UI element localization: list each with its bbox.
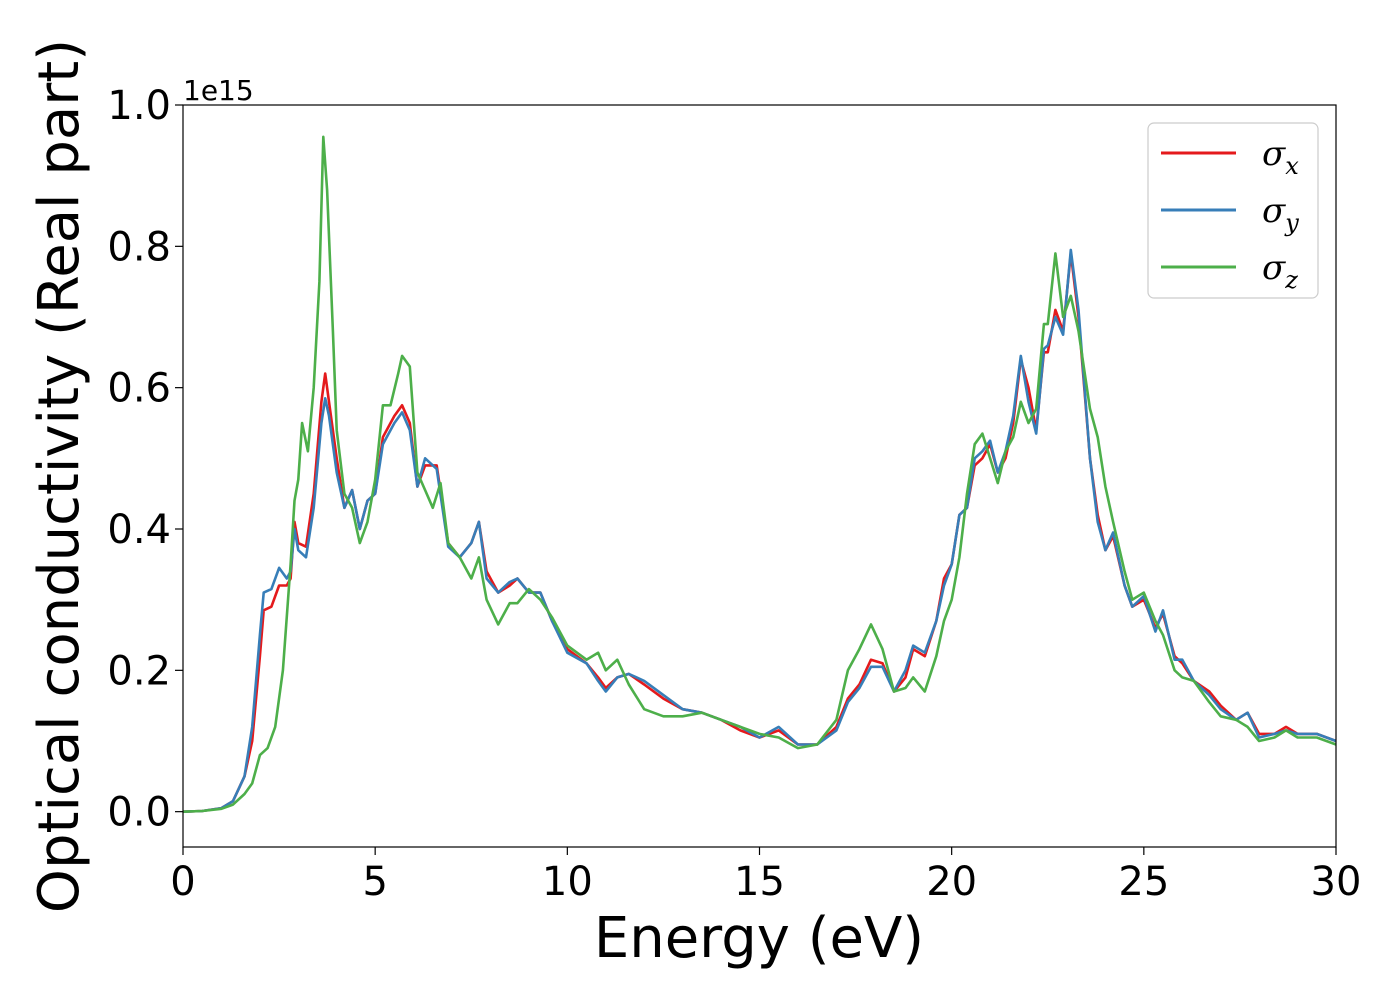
- series-layer: [182, 135, 1337, 813]
- series-line-z: [182, 135, 1337, 813]
- x-axis-ticks: 0 5 10 15 20 25 30: [170, 847, 1361, 905]
- y-tick-label: 0.2: [107, 648, 171, 694]
- y-axis-title: Optical conductivity (Real part): [27, 39, 92, 913]
- legend-label-y: σy: [1262, 191, 1299, 237]
- x-tick-label: 10: [542, 859, 593, 905]
- x-tick-label: 5: [362, 859, 387, 905]
- legend-subscript: z: [1284, 266, 1298, 294]
- y-tick-label: 0.4: [107, 507, 171, 553]
- y-tick-label: 1.0: [107, 83, 171, 129]
- y-axis-ticks: 0.0 0.2 0.4 0.6 0.8 1.0: [107, 83, 183, 836]
- legend-symbol: σ: [1262, 248, 1286, 288]
- legend-symbol: σ: [1262, 191, 1286, 231]
- y-tick-label: 0.6: [107, 366, 171, 412]
- x-tick-label: 30: [1311, 859, 1362, 905]
- legend-symbol: σ: [1262, 134, 1286, 174]
- y-tick-label: 0.8: [107, 224, 171, 270]
- x-tick-label: 15: [734, 859, 785, 905]
- legend-label-x: σx: [1262, 134, 1299, 180]
- x-axis-title: Energy (eV): [594, 906, 924, 971]
- x-tick-label: 0: [170, 859, 195, 905]
- series-line-y: [182, 248, 1337, 813]
- legend-subscript: y: [1284, 209, 1299, 237]
- x-tick-label: 20: [926, 859, 977, 905]
- y-offset-label: 1e15: [183, 74, 254, 107]
- legend-label-z: σz: [1262, 248, 1298, 294]
- x-tick-label: 25: [1118, 859, 1169, 905]
- legend-subscript: x: [1285, 152, 1299, 180]
- y-tick-label: 0.0: [107, 790, 171, 836]
